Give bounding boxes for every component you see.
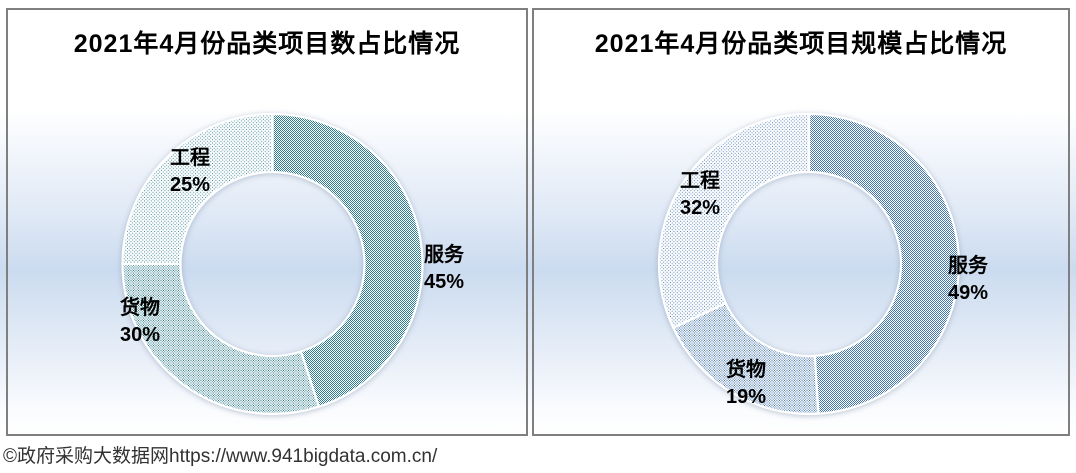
donut-segment-goods: [121, 262, 320, 416]
donut-segment-services: [271, 112, 424, 408]
label-category: 工程: [680, 170, 720, 192]
chart-title: 2021年4月份品类项目规模占比情况: [594, 30, 1008, 58]
label-category: 货物: [726, 359, 766, 381]
label-category: 服务: [948, 255, 988, 277]
donut-segment-engineering: [657, 112, 811, 329]
label-percent: 19%: [725, 386, 767, 408]
donut-plot: [121, 112, 424, 416]
label-percent: 32%: [679, 197, 721, 219]
donut-plot: [657, 112, 960, 416]
label-percent: 25%: [169, 174, 211, 196]
donut-chart-project-scale: 服务 49% 货物 19% 工程 32%: [534, 10, 1068, 434]
donut-label-engineering: 工程 25%: [170, 145, 210, 199]
donut-segment-engineering: [121, 112, 274, 266]
donut-chart-project-count: 服务 45% 货物 30% 工程 25%: [8, 10, 526, 434]
donut-label-services: 服务 49%: [948, 253, 988, 307]
donut-label-services: 服务 45%: [424, 242, 464, 296]
chart-panel-project-scale: 2021年4月份品类项目规模占比情况 服务 49% 货物 19% 工程 32%: [532, 8, 1070, 436]
label-percent: 45%: [423, 271, 465, 293]
donut-label-goods: 货物 19%: [726, 357, 766, 411]
label-category: 服务: [424, 244, 464, 266]
donut-segment-services: [807, 112, 960, 415]
label-category: 工程: [170, 147, 210, 169]
donut-label-goods: 货物 30%: [120, 295, 160, 349]
label-category: 货物: [120, 297, 160, 319]
chart-title: 2021年4月份品类项目数占比情况: [73, 30, 461, 58]
footer-credit: ©政府采购大数据网https://www.941bigdata.com.cn/: [3, 446, 438, 467]
chart-panel-project-count: 2021年4月份品类项目数占比情况 服务 45% 货物 30% 工程 25%: [6, 8, 528, 436]
label-percent: 49%: [947, 282, 989, 304]
label-percent: 30%: [119, 324, 161, 346]
donut-label-engineering: 工程 32%: [680, 168, 720, 222]
